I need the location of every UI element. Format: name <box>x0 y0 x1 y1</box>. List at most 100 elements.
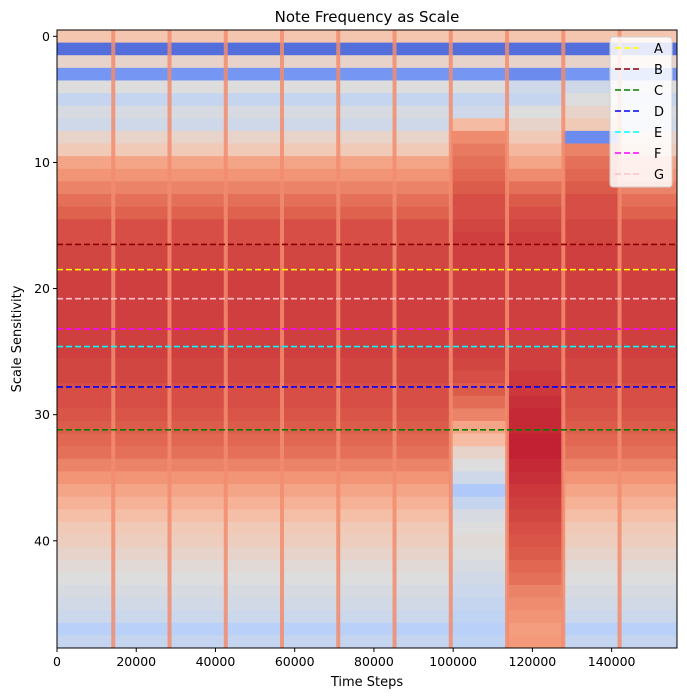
heatmap-cell <box>113 219 170 233</box>
heatmap-cell <box>282 130 339 144</box>
heatmap-cell <box>394 67 452 81</box>
heatmap-cell <box>507 244 564 258</box>
heatmap-cell <box>450 622 508 636</box>
heatmap-cell <box>169 55 227 69</box>
heatmap-cell <box>225 446 283 460</box>
heatmap-cell <box>57 206 114 220</box>
heatmap-cell <box>57 446 114 460</box>
heatmap-cell <box>507 168 564 182</box>
heatmap-cell <box>169 244 227 258</box>
heatmap-cell <box>394 105 452 119</box>
heatmap-cell <box>450 484 508 498</box>
heatmap-cell <box>619 597 677 611</box>
heatmap-cell <box>563 105 620 119</box>
heatmap-cell <box>507 395 564 409</box>
heatmap-cell <box>450 93 508 107</box>
heatmap-cell <box>563 219 620 233</box>
heatmap-cell <box>507 118 564 132</box>
heatmap-cell <box>563 168 620 182</box>
heatmap-cell <box>225 320 283 334</box>
heatmap-cell <box>169 521 227 535</box>
heatmap-cell <box>225 269 283 283</box>
heatmap-cell <box>169 320 227 334</box>
heatmap-cell <box>57 244 114 258</box>
heatmap-cell <box>113 282 170 296</box>
heatmap-cell <box>338 206 395 220</box>
heatmap-cell <box>338 496 395 510</box>
heatmap-cell <box>169 383 227 397</box>
heatmap-cell <box>57 143 114 157</box>
heatmap-cell <box>169 130 227 144</box>
heatmap-cell <box>394 307 452 321</box>
heatmap-cell <box>619 357 677 371</box>
heatmap-cell <box>57 105 114 119</box>
heatmap-cell <box>282 635 339 648</box>
heatmap-cell <box>338 446 395 460</box>
legend-label: E <box>654 126 662 141</box>
heatmap-cell <box>507 446 564 460</box>
heatmap-cell <box>450 42 508 56</box>
heatmap-cell <box>113 80 170 94</box>
heatmap-cell <box>450 559 508 573</box>
heatmap-cell <box>225 55 283 69</box>
heatmap-cell <box>450 610 508 624</box>
heatmap-cell <box>394 130 452 144</box>
heatmap-cell <box>563 282 620 296</box>
heatmap-cell <box>57 597 114 611</box>
heatmap-cell <box>113 597 170 611</box>
heatmap-cell <box>57 547 114 561</box>
heatmap-cell <box>338 193 395 207</box>
heatmap-cell <box>57 231 114 245</box>
segment-boundary <box>561 30 566 648</box>
heatmap-cell <box>169 307 227 321</box>
heatmap-cell <box>282 307 339 321</box>
heatmap-cell <box>113 130 170 144</box>
heatmap-cell <box>394 219 452 233</box>
x-axis: 0 20000 40000 60000 80000 100000 120000 140000 <box>53 648 636 669</box>
segment-boundary <box>111 30 116 648</box>
heatmap-cell <box>113 244 170 258</box>
heatmap-cell <box>507 345 564 359</box>
heatmap-cell <box>225 168 283 182</box>
heatmap-cell <box>282 622 339 636</box>
heatmap-cell <box>169 168 227 182</box>
heatmap-cell <box>57 269 114 283</box>
heatmap-cell <box>57 193 114 207</box>
heatmap-cell <box>507 597 564 611</box>
heatmap-cell <box>563 635 620 648</box>
heatmap <box>57 30 677 648</box>
segment-boundary <box>392 30 397 648</box>
heatmap-cell <box>225 610 283 624</box>
heatmap-cell <box>225 30 283 44</box>
heatmap-cell <box>563 433 620 447</box>
heatmap-cell <box>394 118 452 132</box>
heatmap-cell <box>113 67 170 81</box>
heatmap-cell <box>563 534 620 548</box>
heatmap-cell <box>282 55 339 69</box>
heatmap-cell <box>225 597 283 611</box>
heatmap-cell <box>450 357 508 371</box>
x-tick-label: 140000 <box>588 654 636 669</box>
heatmap-cell <box>169 294 227 308</box>
heatmap-cell <box>113 584 170 598</box>
heatmap-cell <box>507 294 564 308</box>
heatmap-cell <box>282 534 339 548</box>
heatmap-cell <box>113 42 170 56</box>
heatmap-cell <box>169 357 227 371</box>
heatmap-cell <box>113 370 170 384</box>
heatmap-cell <box>225 471 283 485</box>
heatmap-cell <box>225 395 283 409</box>
heatmap-cell <box>507 67 564 81</box>
heatmap-cell <box>450 269 508 283</box>
heatmap-cell <box>507 130 564 144</box>
heatmap-cell <box>57 584 114 598</box>
heatmap-cell <box>338 345 395 359</box>
heatmap-cell <box>450 307 508 321</box>
heatmap-cell <box>225 93 283 107</box>
heatmap-cell <box>450 30 508 44</box>
heatmap-cell <box>169 496 227 510</box>
heatmap-cell <box>563 496 620 510</box>
heatmap-cell <box>169 635 227 648</box>
